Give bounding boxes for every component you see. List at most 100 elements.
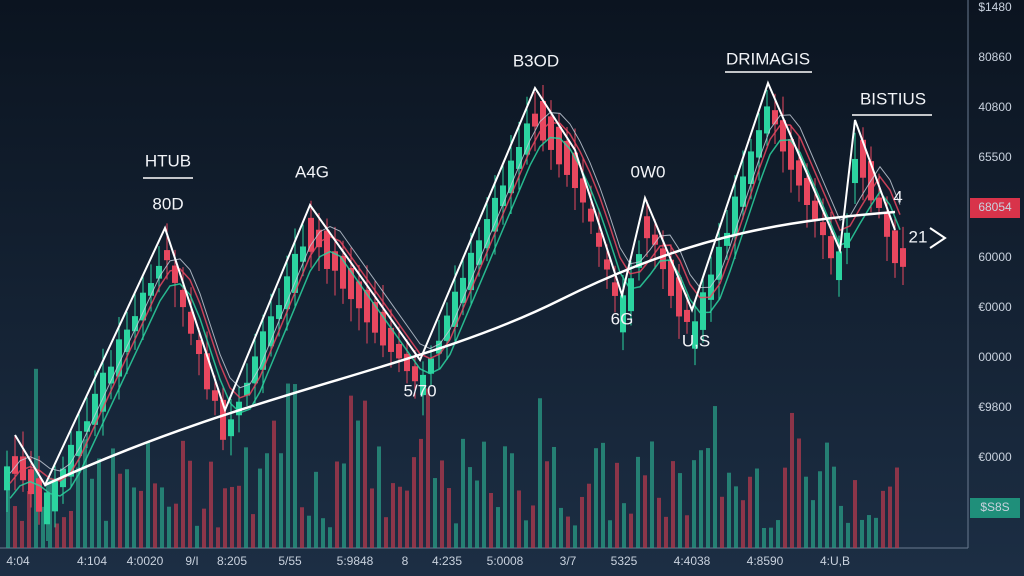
volume-bar	[496, 507, 500, 548]
volume-bar	[706, 448, 710, 548]
candle	[460, 277, 466, 303]
volume-bar	[769, 527, 773, 548]
volume-bar	[62, 517, 66, 548]
volume-bar	[846, 522, 850, 548]
candle	[340, 255, 346, 289]
volume-bar	[440, 460, 444, 548]
price-label: $S8S	[980, 500, 1009, 514]
volume-bar	[216, 527, 220, 548]
volume-bar	[314, 471, 318, 548]
candle	[588, 208, 594, 222]
time-label: 5:0008	[487, 554, 524, 568]
price-label: 40800	[978, 100, 1012, 114]
volume-bar	[853, 480, 857, 548]
candle	[380, 311, 386, 346]
time-label: 5:9848	[337, 554, 374, 568]
annotation: BISTIUS	[860, 89, 926, 108]
volume-bar	[524, 520, 528, 548]
volume-bar	[181, 440, 185, 548]
volume-bar	[804, 476, 808, 548]
price-tag	[970, 498, 1020, 518]
volume-bar	[461, 438, 465, 548]
volume-bar	[76, 467, 80, 548]
annotation: DRIMAGIS	[726, 49, 810, 68]
volume-bar	[391, 483, 395, 548]
volume-bar	[223, 488, 227, 548]
volume-bar	[860, 519, 864, 548]
candle	[780, 120, 786, 152]
candle	[644, 216, 650, 239]
volume-bar	[293, 384, 297, 548]
candle	[860, 139, 866, 178]
candle	[556, 126, 562, 165]
volume-bar	[41, 506, 45, 548]
volume-bar	[790, 412, 794, 548]
candle	[732, 196, 738, 235]
candle	[756, 130, 762, 158]
candle	[44, 492, 50, 525]
volume-bar	[167, 506, 171, 548]
candle	[484, 219, 490, 249]
volume-bar	[545, 461, 549, 548]
volume-bar	[230, 486, 234, 548]
volume-bar	[678, 473, 682, 548]
volume-bar	[839, 505, 843, 548]
volume-bar	[566, 516, 570, 548]
volume-bar	[601, 442, 605, 548]
candle	[388, 327, 394, 352]
candle	[244, 382, 250, 396]
candle	[492, 197, 498, 232]
candle	[68, 444, 74, 477]
candle	[500, 185, 506, 207]
candle	[284, 276, 290, 310]
candle	[580, 178, 586, 203]
volume-bar	[671, 461, 675, 548]
volume-bar	[468, 467, 472, 548]
volume-bar	[69, 510, 73, 548]
volume-bar	[832, 466, 836, 548]
time-label: 9/I	[185, 554, 198, 568]
volume-bar	[762, 527, 766, 548]
volume-bar	[741, 500, 745, 548]
candle	[228, 419, 234, 437]
volume-bar	[587, 483, 591, 548]
volume-bar	[153, 483, 157, 548]
candle	[452, 291, 458, 327]
volume-bar	[139, 490, 143, 548]
candle	[652, 234, 658, 245]
volume-bar	[895, 467, 899, 548]
time-label: 4:104	[77, 554, 107, 568]
candle	[164, 250, 170, 261]
candle	[468, 252, 474, 291]
volume-bar	[55, 523, 59, 548]
candle	[364, 289, 370, 323]
candle	[204, 353, 210, 390]
candle	[316, 229, 322, 248]
volume-bar	[335, 461, 339, 548]
volume-bar	[748, 476, 752, 548]
candle	[612, 282, 618, 296]
volume-bar	[608, 520, 612, 548]
candle	[436, 340, 442, 354]
candle	[684, 309, 690, 322]
candle	[772, 110, 778, 125]
volume-bar	[34, 368, 38, 548]
time-label: 4:0020	[127, 554, 164, 568]
candle	[76, 431, 82, 457]
volume-bar	[783, 467, 787, 548]
candle	[116, 339, 122, 377]
volume-bar	[811, 500, 815, 548]
volume-bar	[594, 448, 598, 548]
volume-bar	[370, 488, 374, 548]
price-label: 68054	[978, 200, 1012, 214]
trend-line	[44, 210, 896, 487]
volume-bar	[132, 487, 136, 548]
candle	[900, 248, 906, 267]
candle	[692, 321, 698, 349]
candle	[724, 232, 730, 246]
volume-bar	[818, 471, 822, 548]
volume-bar	[517, 490, 521, 548]
volume-bar	[650, 441, 654, 548]
volume-bar	[118, 473, 122, 548]
volume-bar	[111, 448, 115, 548]
